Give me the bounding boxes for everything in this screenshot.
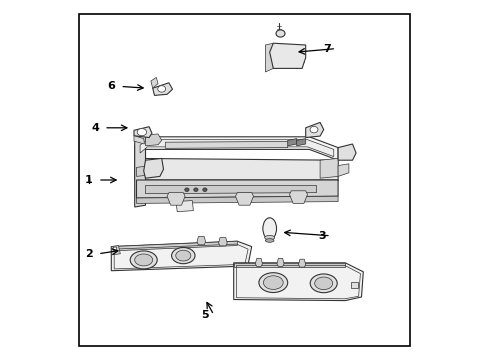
Ellipse shape bbox=[264, 235, 274, 240]
Ellipse shape bbox=[309, 126, 317, 133]
Polygon shape bbox=[289, 191, 307, 203]
Polygon shape bbox=[296, 139, 305, 146]
Ellipse shape bbox=[137, 129, 146, 136]
Text: 7: 7 bbox=[323, 44, 330, 54]
Ellipse shape bbox=[158, 86, 165, 92]
Polygon shape bbox=[176, 201, 193, 212]
Ellipse shape bbox=[171, 248, 195, 264]
Polygon shape bbox=[218, 238, 227, 246]
Polygon shape bbox=[136, 166, 152, 176]
Polygon shape bbox=[305, 122, 323, 138]
Polygon shape bbox=[152, 83, 172, 95]
Polygon shape bbox=[320, 158, 337, 178]
Polygon shape bbox=[269, 43, 305, 68]
Ellipse shape bbox=[309, 274, 337, 293]
Ellipse shape bbox=[258, 273, 287, 292]
Polygon shape bbox=[255, 258, 262, 266]
Polygon shape bbox=[167, 193, 185, 205]
Polygon shape bbox=[165, 141, 287, 148]
Ellipse shape bbox=[314, 277, 332, 289]
Polygon shape bbox=[134, 135, 145, 207]
Ellipse shape bbox=[134, 254, 152, 266]
Polygon shape bbox=[134, 137, 337, 160]
Polygon shape bbox=[113, 247, 117, 251]
Text: 5: 5 bbox=[201, 310, 208, 320]
Polygon shape bbox=[233, 263, 363, 301]
Text: 3: 3 bbox=[317, 231, 325, 241]
Ellipse shape bbox=[184, 188, 189, 192]
Polygon shape bbox=[134, 149, 145, 180]
Ellipse shape bbox=[203, 188, 206, 192]
Polygon shape bbox=[143, 158, 163, 178]
Text: 1: 1 bbox=[85, 175, 93, 185]
Ellipse shape bbox=[263, 276, 283, 289]
Polygon shape bbox=[197, 237, 205, 245]
Polygon shape bbox=[337, 144, 355, 160]
Polygon shape bbox=[145, 185, 316, 194]
Text: 2: 2 bbox=[85, 249, 93, 259]
Ellipse shape bbox=[265, 239, 273, 242]
Polygon shape bbox=[287, 139, 296, 146]
Polygon shape bbox=[337, 164, 348, 176]
Ellipse shape bbox=[175, 250, 190, 261]
Text: 4: 4 bbox=[91, 123, 99, 133]
Polygon shape bbox=[298, 259, 305, 267]
Polygon shape bbox=[235, 193, 253, 205]
Polygon shape bbox=[151, 77, 158, 88]
Polygon shape bbox=[350, 282, 357, 288]
Text: 6: 6 bbox=[107, 81, 115, 91]
Polygon shape bbox=[111, 241, 251, 271]
Polygon shape bbox=[134, 158, 337, 180]
Polygon shape bbox=[265, 43, 273, 72]
Ellipse shape bbox=[130, 251, 157, 269]
Polygon shape bbox=[140, 140, 333, 157]
Polygon shape bbox=[233, 263, 345, 267]
Polygon shape bbox=[134, 136, 144, 144]
Polygon shape bbox=[136, 180, 337, 198]
Polygon shape bbox=[134, 127, 152, 138]
Polygon shape bbox=[136, 196, 337, 203]
Ellipse shape bbox=[263, 218, 276, 239]
Polygon shape bbox=[276, 258, 284, 266]
Polygon shape bbox=[145, 134, 162, 146]
Polygon shape bbox=[111, 241, 237, 251]
Ellipse shape bbox=[193, 188, 198, 192]
Polygon shape bbox=[111, 246, 120, 255]
Ellipse shape bbox=[275, 30, 285, 37]
